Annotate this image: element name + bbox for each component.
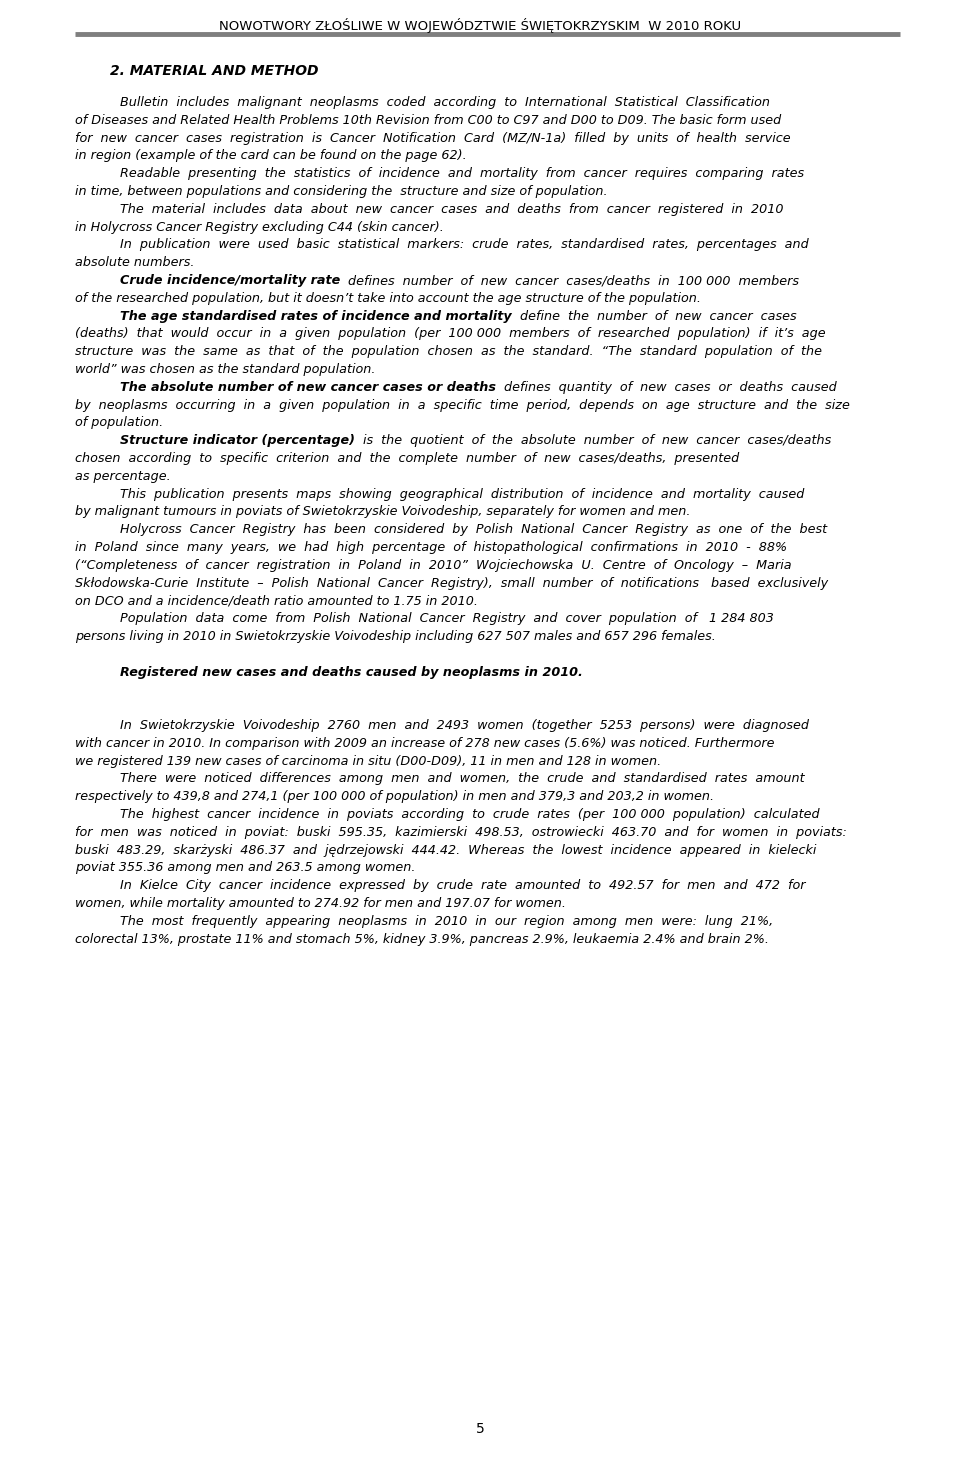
Text: In  publication  were  used  basic  statistical  markers:  crude  rates,  standa: In publication were used basic statistic… <box>120 238 808 251</box>
Text: (deaths)  that  would  occur  in  a  given  population  (per  100 000  members  : (deaths) that would occur in a given pop… <box>75 327 826 340</box>
Text: buski  483.29,  skarżyski  486.37  and  jędrzejowski  444.42.  Whereas  the  low: buski 483.29, skarżyski 486.37 and jędrz… <box>75 843 816 856</box>
Text: as percentage.: as percentage. <box>75 470 171 482</box>
Text: defines  quantity  of  new  cases  or  deaths  caused: defines quantity of new cases or deaths … <box>496 381 837 394</box>
Text: colorectal 13%, prostate 11% and stomach 5%, kidney 3.9%, pancreas 2.9%, leukaem: colorectal 13%, prostate 11% and stomach… <box>75 932 769 945</box>
Text: NOWOTWORY ZŁOŚLIWE W WOJEWÓDZTWIE ŚWIĘTOKRZYSKIM  W 2010 ROKU: NOWOTWORY ZŁOŚLIWE W WOJEWÓDZTWIE ŚWIĘTO… <box>219 18 741 34</box>
Text: is  the  quotient  of  the  absolute  number  of  new  cancer  cases/deaths: is the quotient of the absolute number o… <box>355 434 831 447</box>
Text: we registered 139 new cases of carcinoma in situ (D00-D09), 11 in men and 128 in: we registered 139 new cases of carcinoma… <box>75 754 661 767</box>
Text: defines  number  of  new  cancer  cases/deaths  in  100 000  members: defines number of new cancer cases/death… <box>340 275 800 286</box>
Text: The absolute number of new cancer cases or deaths: The absolute number of new cancer cases … <box>120 381 496 394</box>
Text: by  neoplasms  occurring  in  a  given  population  in  a  specific  time  perio: by neoplasms occurring in a given popula… <box>75 399 850 412</box>
Text: define  the  number  of  new  cancer  cases: define the number of new cancer cases <box>512 310 796 323</box>
Text: (“Completeness  of  cancer  registration  in  Poland  in  2010”  Wojciechowska  : (“Completeness of cancer registration in… <box>75 558 792 571</box>
Text: 5: 5 <box>475 1422 485 1436</box>
Text: 2. MATERIAL AND METHOD: 2. MATERIAL AND METHOD <box>110 64 319 77</box>
Text: Readable  presenting  the  statistics  of  incidence  and  mortality  from  canc: Readable presenting the statistics of in… <box>120 167 804 180</box>
Text: persons living in 2010 in Swietokrzyskie Voivodeship including 627 507 males and: persons living in 2010 in Swietokrzyskie… <box>75 630 716 643</box>
Text: with cancer in 2010. In comparison with 2009 an increase of 278 new cases (5.6%): with cancer in 2010. In comparison with … <box>75 736 775 749</box>
Text: of Diseases and Related Health Problems 10th Revision from C00 to C97 and D00 to: of Diseases and Related Health Problems … <box>75 114 781 127</box>
Text: In  Swietokrzyskie  Voivodeship  2760  men  and  2493  women  (together  5253  p: In Swietokrzyskie Voivodeship 2760 men a… <box>120 719 809 732</box>
Text: respectively to 439,8 and 274,1 (per 100 000 of population) in men and 379,3 and: respectively to 439,8 and 274,1 (per 100… <box>75 790 714 804</box>
Text: of the researched population, but it doesn’t take into account the age structure: of the researched population, but it doe… <box>75 292 701 305</box>
Text: for  new  cancer  cases  registration  is  Cancer  Notification  Card  (MZ/N-1a): for new cancer cases registration is Can… <box>75 131 791 145</box>
Text: by malignant tumours in poviats of Swietokrzyskie Voivodeship, separately for wo: by malignant tumours in poviats of Swiet… <box>75 506 690 519</box>
Text: This  publication  presents  maps  showing  geographical  distribution  of  inci: This publication presents maps showing g… <box>120 488 804 501</box>
Text: In  Kielce  City  cancer  incidence  expressed  by  crude  rate  amounted  to  4: In Kielce City cancer incidence expresse… <box>120 880 805 893</box>
Text: absolute numbers.: absolute numbers. <box>75 256 194 269</box>
Text: Bulletin  includes  malignant  neoplasms  coded  according  to  International  S: Bulletin includes malignant neoplasms co… <box>120 96 770 110</box>
Text: Structure indicator (percentage): Structure indicator (percentage) <box>120 434 355 447</box>
Text: for  men  was  noticed  in  poviat:  buski  595.35,  kazimierski  498.53,  ostro: for men was noticed in poviat: buski 595… <box>75 825 847 839</box>
Text: chosen  according  to  specific  criterion  and  the  complete  number  of  new : chosen according to specific criterion a… <box>75 451 739 465</box>
Text: structure  was  the  same  as  that  of  the  population  chosen  as  the  stand: structure was the same as that of the po… <box>75 345 822 358</box>
Text: women, while mortality amounted to 274.92 for men and 197.07 for women.: women, while mortality amounted to 274.9… <box>75 897 565 910</box>
Text: Registered new cases and deaths caused by neoplasms in 2010.: Registered new cases and deaths caused b… <box>120 666 583 678</box>
Text: There  were  noticed  differences  among  men  and  women,  the  crude  and  sta: There were noticed differences among men… <box>120 773 804 786</box>
Text: on DCO and a incidence/death ratio amounted to 1.75 in 2010.: on DCO and a incidence/death ratio amoun… <box>75 595 478 608</box>
Text: The age standardised rates of incidence and mortality: The age standardised rates of incidence … <box>120 310 512 323</box>
Text: in time, between populations and considering the  structure and size of populati: in time, between populations and conside… <box>75 186 608 199</box>
Text: Population  data  come  from  Polish  National  Cancer  Registry  and  cover  po: Population data come from Polish Nationa… <box>120 612 774 625</box>
Text: poviat 355.36 among men and 263.5 among women.: poviat 355.36 among men and 263.5 among … <box>75 862 416 874</box>
Text: The  most  frequently  appearing  neoplasms  in  2010  in  our  region  among  m: The most frequently appearing neoplasms … <box>120 915 773 928</box>
Text: in region (example of the card can be found on the page 62).: in region (example of the card can be fo… <box>75 149 467 162</box>
Text: The  material  includes  data  about  new  cancer  cases  and  deaths  from  can: The material includes data about new can… <box>120 203 783 216</box>
Text: Skłodowska-Curie  Institute  –  Polish  National  Cancer  Registry),  small  num: Skłodowska-Curie Institute – Polish Nati… <box>75 577 828 590</box>
Text: in Holycross Cancer Registry excluding C44 (skin cancer).: in Holycross Cancer Registry excluding C… <box>75 221 444 234</box>
Text: of population.: of population. <box>75 416 163 430</box>
Text: The  highest  cancer  incidence  in  poviats  according  to  crude  rates  (per : The highest cancer incidence in poviats … <box>120 808 820 821</box>
Text: Holycross  Cancer  Registry  has  been  considered  by  Polish  National  Cancer: Holycross Cancer Registry has been consi… <box>120 523 828 536</box>
Text: world” was chosen as the standard population.: world” was chosen as the standard popula… <box>75 362 375 375</box>
Text: in  Poland  since  many  years,  we  had  high  percentage  of  histopathologica: in Poland since many years, we had high … <box>75 541 787 554</box>
Text: Crude incidence/mortality rate: Crude incidence/mortality rate <box>120 275 340 286</box>
